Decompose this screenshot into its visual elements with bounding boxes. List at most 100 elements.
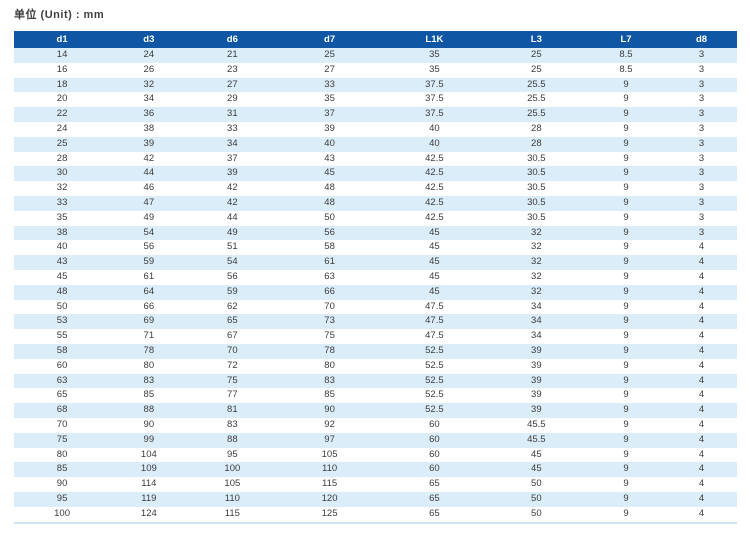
table-cell: 105 bbox=[321, 448, 338, 460]
table-cell: 45 bbox=[429, 226, 440, 238]
table-row: 28 42 37 43 42.5 30.5 9 3 bbox=[14, 151, 737, 167]
table-cell: 83 bbox=[227, 418, 238, 430]
dimension-table: d1 d3 d6 d7 L1K L3 L7 d8 14 24 21 25 35 25 8.5 3 16 26 23… bbox=[14, 31, 737, 524]
table-row: 24 38 33 39 40 28 9 3 bbox=[14, 121, 737, 137]
table-cell: 47 bbox=[143, 196, 155, 208]
table-cell: 52.5 bbox=[425, 344, 444, 356]
table-cell: 62 bbox=[227, 300, 238, 312]
table-row: 60 80 72 80 52.5 39 9 4 bbox=[14, 358, 737, 374]
table-cell: 38 bbox=[56, 226, 68, 238]
table-cell: 24 bbox=[56, 122, 68, 134]
table-cell: 34 bbox=[227, 137, 238, 149]
table-cell: 30.5 bbox=[527, 211, 546, 223]
table-cell: 25.5 bbox=[527, 108, 546, 120]
table-row: 18 32 27 33 37.5 25.5 9 3 bbox=[14, 77, 737, 93]
table-row: 55 71 67 75 47.5 34 9 4 bbox=[14, 329, 737, 344]
table-cell: 100 bbox=[224, 463, 241, 475]
table-cell: 3 bbox=[698, 93, 705, 105]
table-cell: 83 bbox=[324, 374, 335, 386]
table-cell: 3 bbox=[698, 152, 705, 164]
table-row: 30 44 39 45 42.5 30.5 9 3 bbox=[14, 166, 737, 182]
table-cell: 4 bbox=[698, 478, 705, 490]
table-cell: 50 bbox=[324, 211, 335, 223]
table-cell: 40 bbox=[324, 137, 335, 149]
table-cell: 110 bbox=[321, 463, 338, 475]
table-cell: 85 bbox=[143, 389, 155, 401]
table-cell: 60 bbox=[429, 433, 440, 445]
table-cell: 110 bbox=[224, 492, 240, 504]
table-cell: 75 bbox=[324, 330, 335, 342]
table-cell: 69 bbox=[143, 315, 155, 327]
table-cell: 68 bbox=[56, 404, 68, 416]
table-cell: 29 bbox=[227, 93, 238, 105]
table-cell: 42.5 bbox=[425, 167, 444, 179]
table-cell: 9 bbox=[623, 492, 629, 504]
table-cell: 9 bbox=[623, 344, 629, 356]
table-cell: 66 bbox=[143, 300, 155, 312]
table-cell: 70 bbox=[227, 344, 238, 356]
table-cell: 36 bbox=[143, 108, 155, 120]
table-row: 70 90 83 92 60 45.5 9 4 bbox=[14, 417, 737, 433]
table-cell: 35 bbox=[429, 49, 440, 60]
table-cell: 23 bbox=[227, 63, 238, 75]
table-cell: 30.5 bbox=[527, 182, 546, 194]
table-cell: 4 bbox=[698, 374, 705, 386]
table-cell: 92 bbox=[324, 418, 335, 430]
table-cell: 124 bbox=[140, 507, 157, 519]
table-cell: 78 bbox=[143, 344, 155, 356]
table-header-row: d1 d3 d6 d7 L1K L3 L7 d8 bbox=[14, 31, 737, 48]
table-cell: 9 bbox=[623, 122, 629, 134]
table-cell: 42.5 bbox=[425, 196, 444, 208]
table-cell: 119 bbox=[141, 492, 157, 504]
table-cell: 28 bbox=[56, 152, 68, 164]
table-cell: 9 bbox=[623, 330, 629, 342]
table-cell: 33 bbox=[324, 78, 335, 90]
table-row: 63 83 75 83 52.5 39 9 4 bbox=[14, 373, 737, 389]
table-cell: 42.5 bbox=[425, 152, 444, 164]
table-cell: 60 bbox=[429, 418, 440, 430]
table-cell: 9 bbox=[623, 256, 629, 268]
table-cell: 28 bbox=[531, 122, 542, 134]
table-row: 68 88 81 90 52.5 39 9 4 bbox=[14, 403, 737, 418]
table-cell: 45 bbox=[429, 270, 440, 282]
table-cell: 18 bbox=[56, 78, 68, 90]
table-cell: 3 bbox=[698, 108, 705, 120]
table-cell: 4 bbox=[698, 359, 705, 371]
table-cell: 50 bbox=[531, 492, 542, 504]
table-cell: 39 bbox=[227, 167, 238, 179]
table-cell: 43 bbox=[56, 256, 68, 268]
table-cell: 59 bbox=[227, 285, 238, 297]
table-cell: 88 bbox=[143, 404, 155, 416]
table-cell: 4 bbox=[698, 389, 705, 401]
table-cell: 80 bbox=[324, 359, 335, 371]
table-cell: 9 bbox=[623, 167, 629, 179]
table-cell: 56 bbox=[227, 270, 238, 282]
table-cell: 63 bbox=[324, 270, 335, 282]
column-header-d3: d3 bbox=[110, 31, 188, 48]
table-cell: 45 bbox=[324, 167, 335, 179]
table-cell: 80 bbox=[143, 359, 155, 371]
table-cell: 65 bbox=[429, 492, 440, 504]
table-row: 100 124 115 125 65 50 9 4 bbox=[14, 506, 737, 523]
table-cell: 37 bbox=[324, 108, 335, 120]
column-header-d7: d7 bbox=[277, 31, 382, 48]
table-cell: 4 bbox=[698, 463, 705, 475]
table-cell: 32 bbox=[143, 78, 155, 90]
table-body: 14 24 21 25 35 25 8.5 3 16 26 23 27 35 25 8.5 3 18 32 27 33… bbox=[14, 48, 737, 523]
table-row: 95 119 110 120 65 50 9 4 bbox=[14, 491, 737, 507]
table-cell: 9 bbox=[623, 270, 629, 282]
table-cell: 3 bbox=[698, 182, 705, 194]
table-cell: 52.5 bbox=[425, 359, 444, 371]
table-cell: 4 bbox=[698, 330, 705, 342]
table-row: 32 46 42 48 42.5 30.5 9 3 bbox=[14, 181, 737, 196]
table-cell: 9 bbox=[623, 226, 629, 238]
table-cell: 43 bbox=[324, 152, 335, 164]
table-cell: 9 bbox=[623, 108, 629, 120]
table-cell: 25 bbox=[324, 49, 335, 60]
table-cell: 30 bbox=[56, 167, 68, 179]
table-cell: 25 bbox=[531, 49, 542, 60]
table-cell: 49 bbox=[227, 226, 238, 238]
table-cell: 99 bbox=[143, 433, 155, 445]
table-cell: 3 bbox=[698, 167, 705, 179]
